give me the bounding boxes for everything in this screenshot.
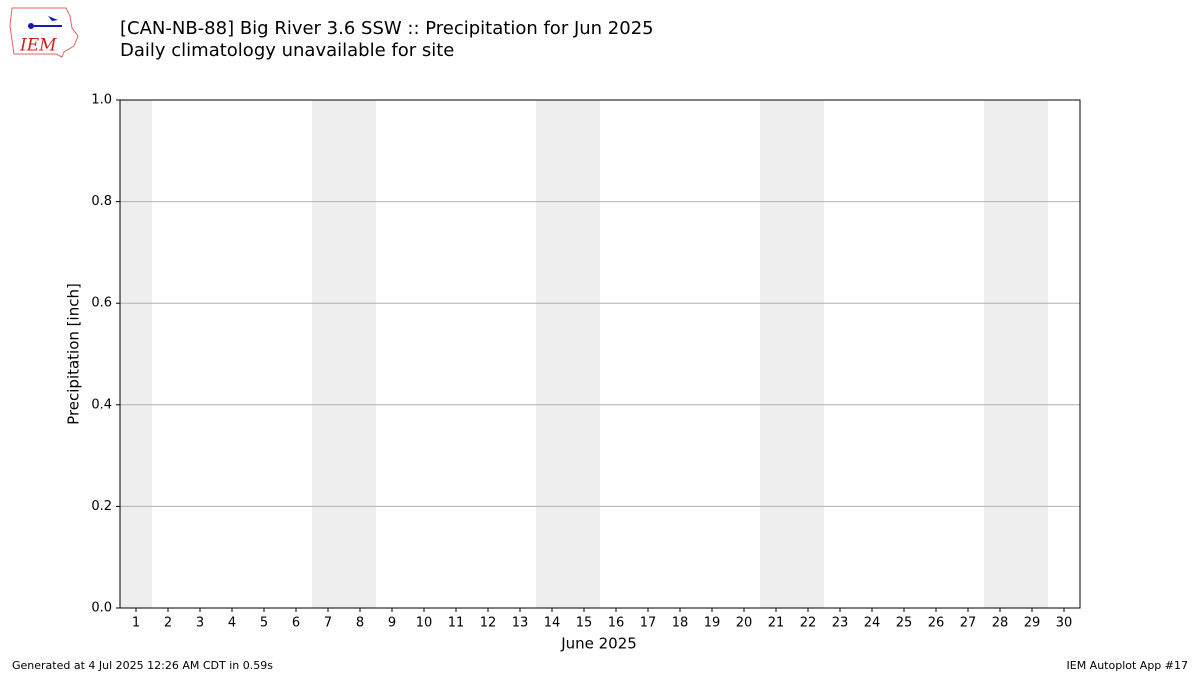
y-tick-label: 0.2 xyxy=(91,499,112,514)
logo-outline xyxy=(9,7,79,58)
x-tick-label: 24 xyxy=(864,616,881,631)
logo-text: IEM xyxy=(19,36,57,56)
y-tick-label: 0.4 xyxy=(91,397,112,412)
chart-title: [CAN-NB-88] Big River 3.6 SSW :: Precipi… xyxy=(120,18,654,39)
logo-icon xyxy=(28,23,34,29)
logo: IEM xyxy=(9,7,79,58)
x-axis-label: June 2025 xyxy=(560,635,637,653)
x-tick-label: 9 xyxy=(388,616,396,631)
plot-frame xyxy=(119,99,1081,609)
x-tick-label: 10 xyxy=(416,616,433,631)
x-tick-label: 3 xyxy=(196,616,204,631)
x-tick-label: 6 xyxy=(292,616,300,631)
x-tick-label: 8 xyxy=(356,616,364,631)
x-tick-label: 14 xyxy=(544,616,561,631)
x-tick-label: 12 xyxy=(480,616,497,631)
footer-left: Generated at 4 Jul 2025 12:26 AM CDT in … xyxy=(12,659,273,672)
x-tick-label: 21 xyxy=(768,616,785,631)
x-tick-label: 18 xyxy=(672,616,689,631)
x-tick-label: 25 xyxy=(896,616,913,631)
x-tick-label: 11 xyxy=(448,616,465,631)
x-tick-label: 30 xyxy=(1056,616,1073,631)
y-tick-label: 0.6 xyxy=(91,296,112,311)
y-tick-label: 1.0 xyxy=(91,93,112,108)
x-tick-label: 29 xyxy=(1024,616,1041,631)
weekend-band xyxy=(536,100,600,608)
weekend-band xyxy=(312,100,376,608)
x-tick-label: 13 xyxy=(512,616,529,631)
y-axis-label: Precipitation [inch] xyxy=(65,283,83,425)
x-tick-label: 5 xyxy=(260,616,268,631)
weekend-band xyxy=(120,100,152,608)
x-tick-label: 19 xyxy=(704,616,721,631)
x-tick-label: 28 xyxy=(992,616,1009,631)
x-tick-label: 27 xyxy=(960,616,977,631)
x-tick-label: 4 xyxy=(228,616,236,631)
x-tick-label: 20 xyxy=(736,616,753,631)
x-tick-label: 17 xyxy=(640,616,657,631)
weekend-band xyxy=(760,100,824,608)
x-tick-label: 26 xyxy=(928,616,945,631)
x-tick-label: 1 xyxy=(132,616,140,631)
x-tick-label: 7 xyxy=(324,616,332,631)
y-tick-label: 0.0 xyxy=(91,601,112,616)
chart-subtitle: Daily climatology unavailable for site xyxy=(120,40,454,61)
weekend-band xyxy=(984,100,1048,608)
x-tick-label: 2 xyxy=(164,616,172,631)
x-tick-label: 15 xyxy=(576,616,593,631)
y-tick-label: 0.8 xyxy=(91,194,112,209)
logo-icon xyxy=(48,16,58,21)
footer-right: IEM Autoplot App #17 xyxy=(1067,659,1189,672)
x-tick-label: 23 xyxy=(832,616,849,631)
x-tick-label: 22 xyxy=(800,616,817,631)
x-tick-label: 16 xyxy=(608,616,625,631)
plot-area: 0.00.20.40.60.81.01 2 3 4 5 6 7 8 9 10 11 12 13 14 15 1… xyxy=(91,93,1081,631)
